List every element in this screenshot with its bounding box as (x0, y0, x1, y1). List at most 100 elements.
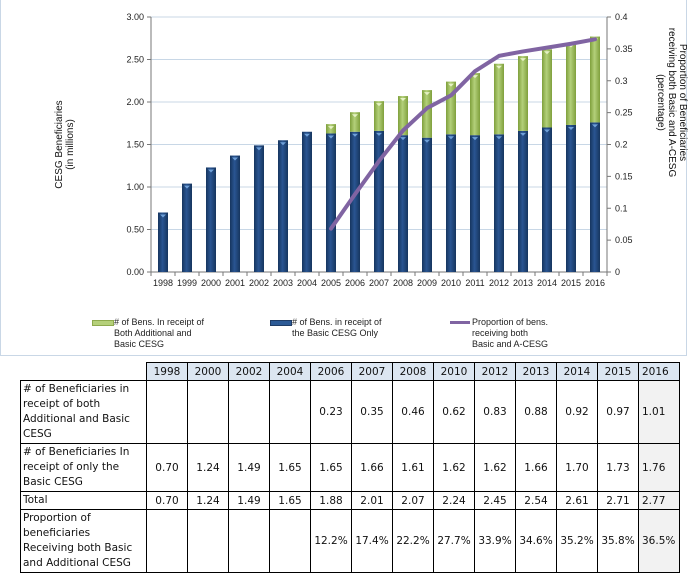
legend-swatch-blue (270, 320, 292, 326)
bar-basic (566, 124, 576, 272)
table-cell: 1.61 (392, 443, 434, 492)
table-cell: 1.62 (433, 443, 475, 492)
table-cell (228, 380, 270, 444)
table-cell: 33.9% (474, 509, 516, 573)
table-cell: 1.65 (310, 443, 352, 492)
bar-basic-cap (472, 137, 478, 141)
y2-tick-label: 0.4 (615, 12, 628, 22)
table-cell: 35.2% (556, 509, 598, 573)
table-cell: 0.23 (310, 380, 352, 444)
table-cell: 0.70 (146, 443, 188, 492)
bar-basic-cap (160, 214, 166, 218)
bar-basic (398, 135, 408, 272)
table-row-label: Total (20, 491, 147, 510)
bar-basic-cap (400, 137, 406, 141)
table-cell (146, 380, 188, 444)
data-table: 1998 2000 2002 2004 2006 2007 2008 2010 2012 2013… (20, 362, 680, 573)
table-year-header: 2004 (269, 362, 311, 381)
table-cell: 0.46 (392, 380, 434, 444)
bar-basic (326, 133, 336, 272)
y2-axis-title: Proportion of Beneficiariesreceiving bot… (655, 28, 688, 178)
legend-label: # of Bens. In receipt of Both Additional… (114, 317, 205, 349)
table-corner (20, 362, 147, 381)
bar-basic (182, 183, 192, 272)
table-cell (187, 380, 229, 444)
bar-basic (542, 127, 552, 272)
bar-additional (518, 56, 528, 131)
table-year-header: 2008 (392, 362, 434, 381)
x-tick-label: 2002 (249, 278, 269, 288)
bar-additional (494, 63, 504, 135)
x-tick-label: 1998 (153, 278, 173, 288)
x-tick-label: 2008 (393, 278, 413, 288)
x-tick-label: 2014 (537, 278, 557, 288)
proportion-line (329, 37, 597, 231)
y2-tick-label: 0.25 (615, 108, 633, 118)
x-tick-label: 2004 (297, 278, 317, 288)
bar-additional (470, 73, 480, 136)
table-cell (146, 509, 188, 573)
bar-basic (158, 212, 168, 272)
x-tick-label: 2003 (273, 278, 293, 288)
y2-tick-label: 0.35 (615, 44, 633, 54)
legend-item-additional: # of Bens. In receipt of Both Additional… (92, 317, 242, 357)
y-tick-label: 2.50 (126, 55, 144, 65)
table-year-header: 2007 (351, 362, 393, 381)
bar-basic (350, 131, 360, 272)
table-cell (269, 380, 311, 444)
y-tick-label: 0.50 (126, 225, 144, 235)
bar-additional (422, 90, 432, 138)
table-cell: 27.7% (433, 509, 475, 573)
bar-basic (446, 134, 456, 272)
table-cell: 1.62 (474, 443, 516, 492)
table-row-label: # of Beneficiaries In receipt of only th… (20, 443, 147, 492)
x-tick-label: 2009 (417, 278, 437, 288)
table-cell: 1.24 (187, 443, 229, 492)
y-tick-label: 1.50 (126, 140, 144, 150)
y2-tick-label: 0.1 (615, 203, 628, 213)
table-cell: 1.76 (638, 443, 680, 492)
bar-basic (422, 137, 432, 272)
bar-basic-cap (520, 132, 526, 136)
bar-basic-cap (280, 142, 286, 146)
y-tick-label: 2.00 (126, 97, 144, 107)
bar-basic (518, 130, 528, 272)
table-row-label: Proportion of beneficiaries Receiving bo… (20, 509, 147, 573)
x-tick-label: 2001 (225, 278, 245, 288)
table-cell: 2.77 (638, 491, 680, 510)
table-cell: 2.45 (474, 491, 516, 510)
bar-additional-cap (376, 103, 382, 107)
table-year-header: 2016 (638, 362, 680, 381)
y2-tick-label: 0.05 (615, 235, 633, 245)
table-cell: 22.2% (392, 509, 434, 573)
table-row: Proportion of beneficiaries Receiving bo… (20, 509, 680, 573)
table-cell: 1.65 (269, 491, 311, 510)
legend-swatch-green (92, 320, 114, 326)
table-cell: 0.35 (351, 380, 393, 444)
table-cell (228, 509, 270, 573)
legend-item-proportion: Proportion of bens. receiving both Basic… (450, 317, 600, 357)
x-tick-label: 1999 (177, 278, 197, 288)
bar-additional (566, 42, 576, 125)
bar-additional (542, 49, 552, 128)
table-cell: 2.71 (597, 491, 639, 510)
bar-additional (374, 101, 384, 131)
table-cell (187, 509, 229, 573)
table-cell: 0.62 (433, 380, 475, 444)
bar-basic-cap (184, 185, 190, 189)
bar-additional-cap (400, 98, 406, 102)
bar-additional-cap (448, 83, 454, 87)
table-header-row: 1998 2000 2002 2004 2006 2007 2008 2010 2012 2013… (20, 362, 680, 381)
x-tick-label: 2012 (489, 278, 509, 288)
y2-tick-label: 0.3 (615, 76, 628, 86)
x-tick-label: 2005 (321, 278, 341, 288)
table-cell: 1.66 (351, 443, 393, 492)
x-tick-label: 2013 (513, 278, 533, 288)
table-row-label: # of Beneficiaries in receipt of both Ad… (20, 380, 147, 444)
legend-label: Proportion of bens. receiving both Basic… (472, 317, 549, 349)
table-cell: 1.49 (228, 491, 270, 510)
table-year-header: 2000 (187, 362, 229, 381)
table-cell: 1.66 (515, 443, 557, 492)
bar-additional (350, 112, 360, 132)
bar-basic (302, 131, 312, 272)
